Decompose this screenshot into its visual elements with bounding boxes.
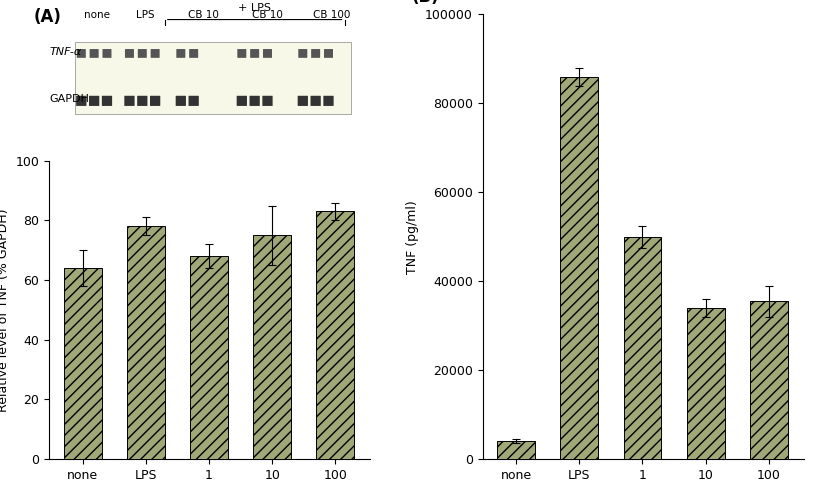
FancyBboxPatch shape [137, 96, 147, 106]
Bar [496, 441, 535, 459]
FancyBboxPatch shape [150, 96, 160, 106]
FancyBboxPatch shape [310, 49, 319, 58]
FancyBboxPatch shape [249, 96, 260, 106]
Text: TNF-α: TNF-α [49, 47, 81, 57]
Bar [316, 212, 354, 459]
Text: LPS: LPS [136, 10, 155, 20]
FancyBboxPatch shape [237, 96, 247, 106]
FancyBboxPatch shape [262, 96, 272, 106]
FancyBboxPatch shape [324, 49, 333, 58]
Bar [686, 308, 724, 459]
Y-axis label: TNF (pg/ml): TNF (pg/ml) [406, 200, 419, 273]
FancyBboxPatch shape [298, 49, 307, 58]
Text: none: none [84, 10, 111, 20]
FancyBboxPatch shape [175, 96, 186, 106]
Text: (A): (A) [33, 8, 61, 26]
Text: CB 100: CB 100 [313, 10, 350, 20]
Bar [190, 256, 228, 459]
FancyBboxPatch shape [189, 49, 198, 58]
Bar [622, 237, 661, 459]
FancyBboxPatch shape [102, 96, 112, 106]
Text: CB 10: CB 10 [251, 10, 283, 20]
Bar [127, 227, 165, 459]
FancyBboxPatch shape [188, 96, 198, 106]
Bar [253, 235, 291, 459]
FancyBboxPatch shape [102, 49, 111, 58]
FancyBboxPatch shape [323, 96, 333, 106]
FancyBboxPatch shape [176, 49, 185, 58]
FancyBboxPatch shape [263, 49, 272, 58]
Text: + LPS: + LPS [238, 3, 271, 13]
Text: (B): (B) [411, 0, 439, 6]
FancyBboxPatch shape [76, 96, 86, 106]
Bar [749, 301, 787, 459]
FancyBboxPatch shape [77, 49, 86, 58]
Y-axis label: Relative level of TNF (% GAPDH): Relative level of TNF (% GAPDH) [0, 208, 10, 412]
FancyBboxPatch shape [310, 96, 320, 106]
FancyBboxPatch shape [237, 49, 246, 58]
Text: GAPDH: GAPDH [49, 94, 89, 104]
FancyBboxPatch shape [75, 42, 351, 114]
FancyBboxPatch shape [250, 49, 259, 58]
FancyBboxPatch shape [151, 49, 160, 58]
FancyBboxPatch shape [124, 96, 134, 106]
FancyBboxPatch shape [89, 49, 98, 58]
FancyBboxPatch shape [138, 49, 147, 58]
FancyBboxPatch shape [124, 49, 133, 58]
Text: CB 10: CB 10 [188, 10, 219, 20]
FancyBboxPatch shape [297, 96, 308, 106]
FancyBboxPatch shape [89, 96, 99, 106]
Bar [64, 268, 102, 459]
Bar [559, 77, 598, 459]
